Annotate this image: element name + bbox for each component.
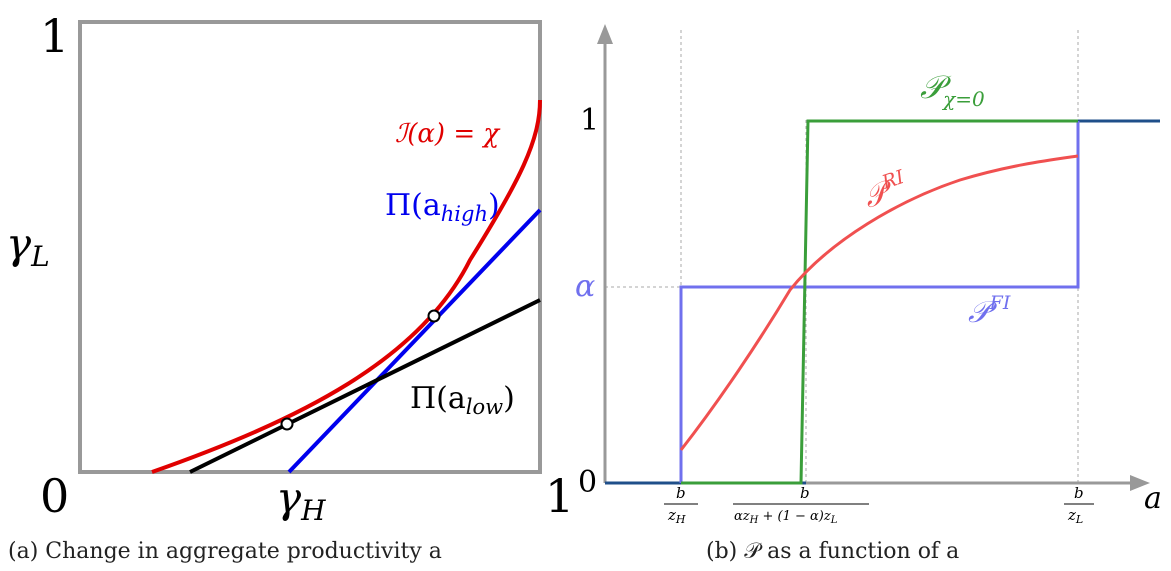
y-axis-label: γL — [6, 219, 50, 273]
tangent-point-low — [280, 417, 294, 431]
svg-text:b: b — [1074, 484, 1084, 502]
p-fi-line — [679, 121, 1080, 483]
p-chi-label: 𝒫χ=0 — [920, 68, 985, 111]
right-caption: (b) 𝒫 as a function of a — [706, 539, 959, 564]
x-tick-1: b zH — [664, 484, 698, 526]
svg-text:αzH + (1 − α)zL: αzH + (1 − α)zL — [734, 509, 838, 526]
y-tick-0: 0 — [578, 465, 597, 500]
curve-label: ℐ(α) = χ — [395, 119, 501, 149]
x-axis-arrow — [1130, 475, 1150, 491]
x-axis-label-a: a — [1144, 481, 1162, 516]
left-axis-right-label: 1 — [545, 469, 574, 523]
right-panel: 1 α 0 b zH b αzH + (1 − α)zL b zL a 𝒫χ=0… — [575, 24, 1162, 564]
left-caption: (a) Change in aggregate productivity a — [8, 539, 442, 564]
y-axis-arrow — [597, 24, 613, 44]
y-tick-1: 1 — [580, 103, 599, 138]
x-tick-2: b αzH + (1 − α)zL — [733, 484, 869, 526]
x-axis-label: γH — [276, 473, 326, 527]
left-axis-top-label: 1 — [40, 9, 69, 63]
line-pi-low — [189, 298, 541, 474]
p-fi-label: 𝒫FI — [968, 292, 1011, 330]
p-ri-label: 𝒫RI — [859, 166, 913, 216]
svg-text:zH: zH — [667, 506, 686, 526]
y-tick-alpha: α — [575, 269, 595, 304]
pi-high-label: Π(ahigh) — [385, 188, 500, 226]
tangent-point-high — [427, 309, 441, 323]
left-axis-origin-label: 0 — [40, 469, 69, 523]
svg-text:b: b — [676, 484, 686, 502]
svg-text:zL: zL — [1067, 506, 1083, 526]
svg-text:b: b — [800, 484, 810, 502]
pi-low-label: Π(alow) — [410, 381, 515, 419]
x-tick-3: b zL — [1064, 484, 1094, 526]
left-frame — [78, 20, 542, 474]
curve-i-alpha — [151, 99, 542, 474]
line-pi-high — [287, 208, 542, 474]
p-ri-curve — [679, 154, 1079, 451]
left-panel: 1 0 1 γL γH ℐ(α) = χ Π(ahigh) Π(alow) (a… — [6, 9, 574, 564]
p-chi-line — [681, 119, 1078, 485]
